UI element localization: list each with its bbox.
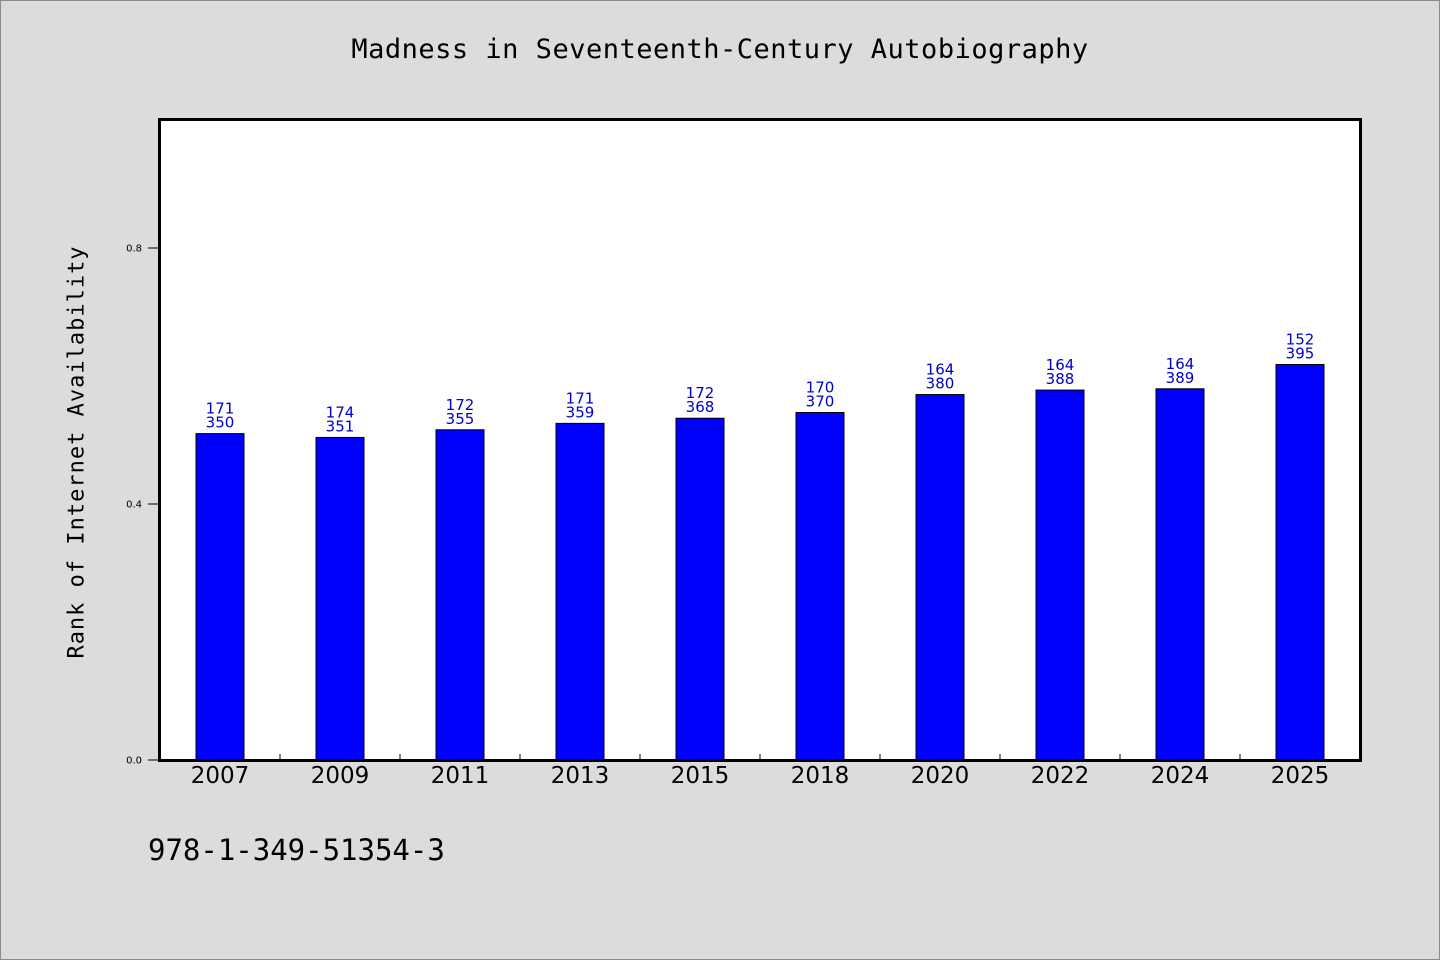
bar-data-label-top: 171 bbox=[566, 389, 595, 407]
bar-data-label-top: 164 bbox=[1166, 355, 1195, 373]
bar bbox=[1275, 363, 1325, 761]
bar-data-label-top: 164 bbox=[926, 361, 955, 379]
bar-data-label-top: 171 bbox=[206, 400, 235, 418]
x-tick-label: 2009 bbox=[311, 763, 370, 789]
bar-data-label-bottom: 350 bbox=[206, 414, 235, 432]
x-tick-label: 2024 bbox=[1151, 763, 1210, 789]
bar-data-label-top: 174 bbox=[326, 403, 355, 421]
bar-data-label-top: 172 bbox=[446, 396, 475, 414]
chart-title: Madness in Seventeenth-Century Autobiogr… bbox=[351, 34, 1089, 65]
chart-marks: 0.00.40.81713502007174351200917235520111… bbox=[126, 244, 1329, 790]
isbn-footer: 978-1-349-51354-3 bbox=[148, 833, 445, 867]
bar-data-label-bottom: 370 bbox=[806, 392, 835, 410]
bar-data-label-bottom: 351 bbox=[326, 417, 355, 435]
bar bbox=[1035, 389, 1085, 761]
bar-data-label-bottom: 355 bbox=[446, 410, 475, 428]
y-tick-label: 0.8 bbox=[126, 244, 142, 255]
bar-data-label-bottom: 395 bbox=[1286, 344, 1315, 362]
bar-data-label-bottom: 359 bbox=[566, 403, 595, 421]
x-tick-label: 2025 bbox=[1271, 763, 1330, 789]
x-tick-label: 2018 bbox=[791, 763, 850, 789]
bar-data-label-bottom: 389 bbox=[1166, 369, 1195, 387]
bar-data-label-bottom: 368 bbox=[686, 398, 715, 416]
bar-data-label-bottom: 380 bbox=[926, 375, 955, 393]
bar bbox=[795, 411, 845, 761]
y-tick-label: 0.4 bbox=[126, 500, 142, 511]
x-tick-label: 2007 bbox=[191, 763, 250, 789]
x-tick-label: 2020 bbox=[911, 763, 970, 789]
bar bbox=[195, 433, 245, 761]
x-tick-label: 2015 bbox=[671, 763, 730, 789]
bar bbox=[435, 429, 485, 761]
bar-data-label-top: 164 bbox=[1046, 356, 1075, 374]
x-tick-label: 2011 bbox=[431, 763, 490, 789]
y-tick-label: 0.0 bbox=[126, 756, 142, 767]
bar bbox=[915, 394, 965, 761]
x-tick-label: 2022 bbox=[1031, 763, 1090, 789]
bar bbox=[555, 422, 605, 761]
bar bbox=[315, 436, 365, 761]
bar-data-label-top: 170 bbox=[806, 378, 835, 396]
bar-data-label-top: 152 bbox=[1286, 330, 1315, 348]
bar bbox=[675, 417, 725, 761]
bar bbox=[1155, 388, 1205, 761]
x-tick-label: 2013 bbox=[551, 763, 610, 789]
bar-data-label-bottom: 388 bbox=[1046, 370, 1075, 388]
bar-data-label-top: 172 bbox=[686, 384, 715, 402]
